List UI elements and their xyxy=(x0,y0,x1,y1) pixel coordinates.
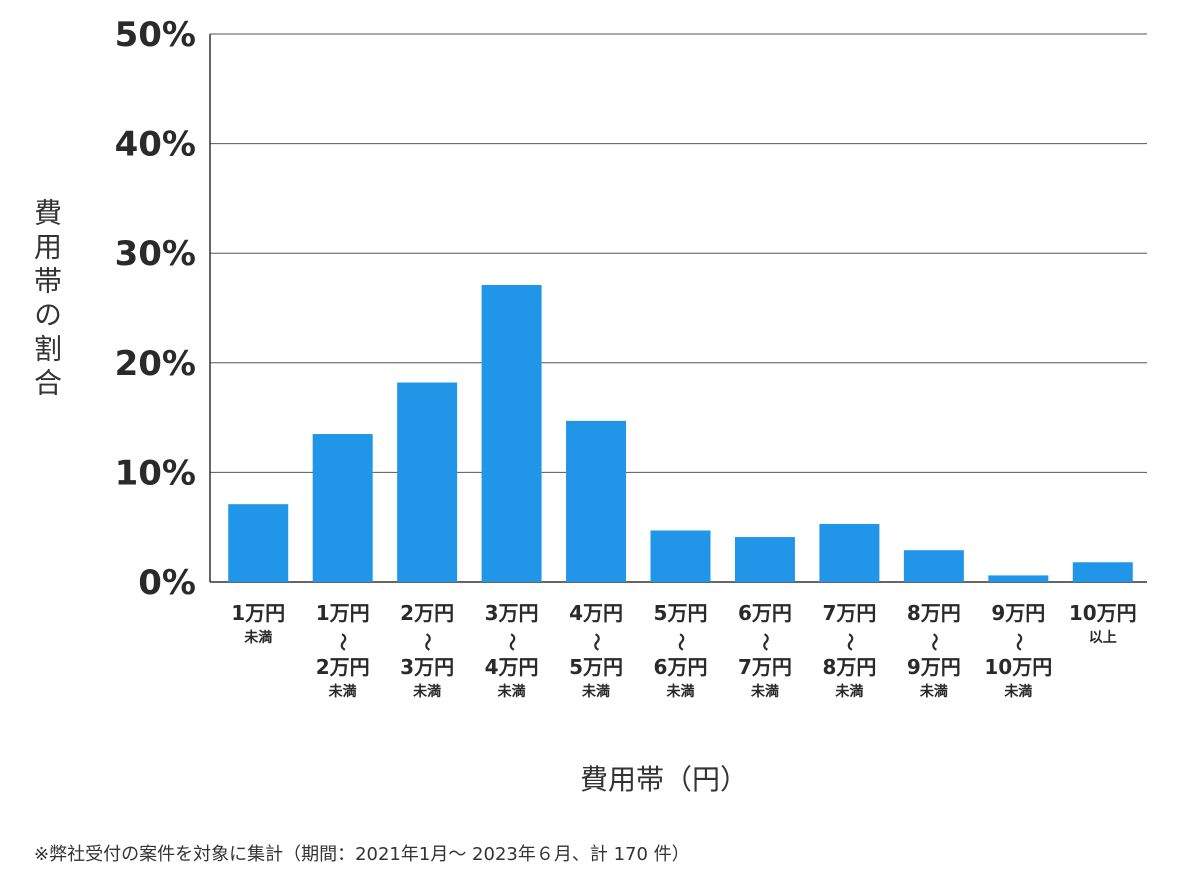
x-tick-line: 2万円 xyxy=(316,655,370,679)
bar xyxy=(819,523,880,582)
bar xyxy=(903,550,964,582)
x-tick-line: 4万円 xyxy=(569,601,623,625)
x-tick-tilde: 〜 xyxy=(501,633,522,651)
bar xyxy=(1072,562,1133,582)
x-tick-sub: 未満 xyxy=(413,683,441,700)
x-tick-sub: 未満 xyxy=(920,683,948,700)
y-tick-label: 10% xyxy=(115,453,196,493)
x-axis-label: 費用帯（円） xyxy=(580,763,749,796)
y-tick-label: 0% xyxy=(138,563,196,603)
bar xyxy=(397,382,458,582)
y-axis-ticks: 0% 10% 20% 30% 40% 50% xyxy=(115,15,196,603)
x-tick-line: 5万円 xyxy=(654,601,708,625)
bar xyxy=(228,504,289,582)
x-tick-line: 9万円 xyxy=(991,601,1045,625)
x-tick-line: 5万円 xyxy=(569,655,623,679)
x-tick-line: 10万円 xyxy=(1069,601,1137,625)
y-axis-label: 費用帯の割合 xyxy=(30,198,63,402)
x-tick-tilde: 〜 xyxy=(670,633,691,651)
x-tick-line: 7万円 xyxy=(738,655,792,679)
x-tick-line: 9万円 xyxy=(907,655,961,679)
x-tick-sub: 未満 xyxy=(498,683,526,700)
y-tick-label: 50% xyxy=(115,15,196,55)
bar xyxy=(734,537,795,582)
x-tick-line: 8万円 xyxy=(822,655,876,679)
x-tick-tilde: 〜 xyxy=(416,633,437,651)
x-tick-tilde: 〜 xyxy=(332,633,353,651)
x-tick-line: 10万円 xyxy=(984,655,1052,679)
x-tick-tilde: 〜 xyxy=(754,633,775,651)
bars xyxy=(228,284,1133,582)
y-tick-label: 30% xyxy=(115,234,196,274)
x-tick-line: 1万円 xyxy=(231,601,285,625)
y-tick-label: 40% xyxy=(115,125,196,165)
x-tick-sub: 未満 xyxy=(1004,683,1032,700)
x-tick-sub: 未満 xyxy=(751,683,779,700)
x-tick-sub: 未満 xyxy=(667,683,695,700)
x-tick-sub: 未満 xyxy=(582,683,610,700)
x-tick-sub: 未満 xyxy=(244,629,272,646)
x-tick-tilde: 〜 xyxy=(585,633,606,651)
x-tick-line: 6万円 xyxy=(654,655,708,679)
x-tick-line: 8万円 xyxy=(907,601,961,625)
x-tick-sub: 未満 xyxy=(835,683,863,700)
bar xyxy=(988,575,1049,582)
x-tick-line: 1万円 xyxy=(316,601,370,625)
x-tick-sub: 未満 xyxy=(329,683,357,700)
footnote: ※弊社受付の案件を対象に集計（期間：2021年1月～ 2023年６月、計 170… xyxy=(34,844,690,865)
x-tick-line: 6万円 xyxy=(738,601,792,625)
x-tick-line: 3万円 xyxy=(485,601,539,625)
x-tick-sub: 以上 xyxy=(1089,630,1117,646)
x-tick-tilde: 〜 xyxy=(838,633,859,651)
y-tick-label: 20% xyxy=(115,344,196,384)
x-tick-line: 2万円 xyxy=(400,601,454,625)
bar xyxy=(566,420,627,582)
x-tick-line: 3万円 xyxy=(400,655,454,679)
x-tick-tilde: 〜 xyxy=(923,633,944,651)
bar xyxy=(481,284,542,582)
bar xyxy=(650,530,711,582)
x-tick-tilde: 〜 xyxy=(1007,633,1028,651)
bar xyxy=(312,434,373,582)
x-axis-ticks: 1万円未満1万円〜2万円未満2万円〜3万円未満3万円〜4万円未満4万円〜5万円未… xyxy=(231,601,1136,700)
x-tick-line: 7万円 xyxy=(822,601,876,625)
x-tick-line: 4万円 xyxy=(485,655,539,679)
